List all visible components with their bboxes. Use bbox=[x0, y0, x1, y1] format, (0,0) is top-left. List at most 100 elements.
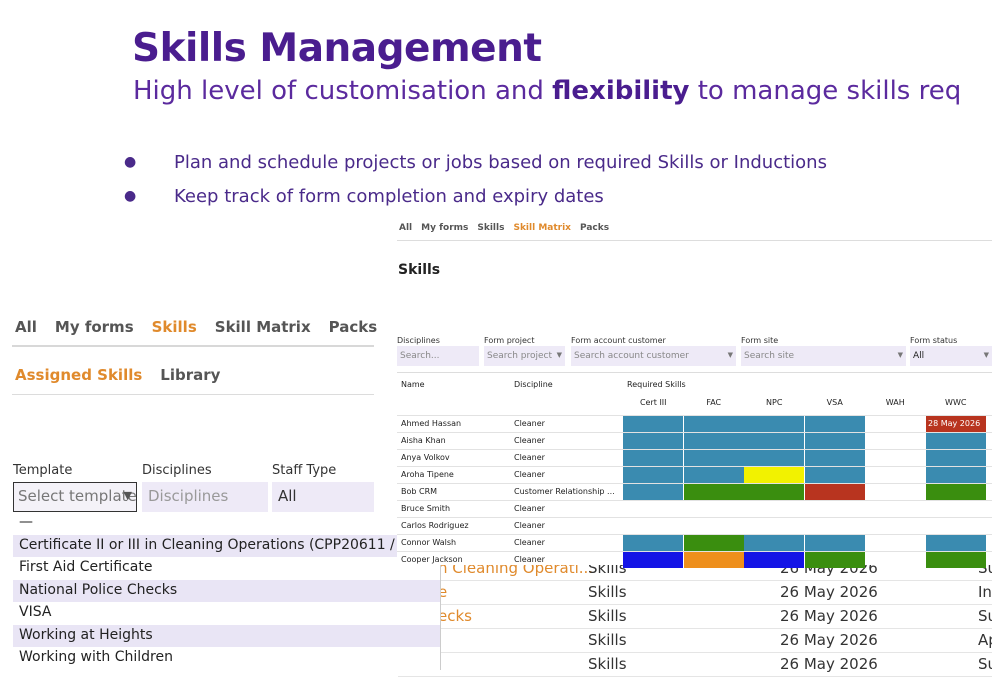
staff-name[interactable]: Aisha Khan bbox=[401, 436, 446, 445]
staff-name[interactable]: Anya Volkov bbox=[401, 453, 450, 462]
staff-name[interactable]: Bob CRM bbox=[401, 487, 438, 496]
dropdown-option[interactable]: First Aid Certificate bbox=[19, 559, 153, 575]
skill-status-cell[interactable] bbox=[684, 467, 744, 483]
skill-status-cell[interactable] bbox=[926, 467, 986, 483]
customer-select[interactable]: Search account customer ▼ bbox=[571, 346, 736, 366]
skill-status-cell[interactable] bbox=[926, 552, 986, 568]
skill-status-cell[interactable] bbox=[744, 450, 804, 466]
tab-all[interactable]: All bbox=[15, 318, 37, 336]
tab-packs[interactable]: Packs bbox=[328, 318, 378, 336]
table-row[interactable]: e Skills 26 May 2026 In bbox=[398, 581, 992, 605]
skill-column-header: Cert III bbox=[639, 398, 667, 407]
dropdown-option[interactable]: Working at Heights bbox=[13, 624, 440, 647]
skill-status-cell[interactable] bbox=[684, 416, 744, 432]
tab-library[interactable]: Library bbox=[160, 366, 221, 384]
skill-status-cell[interactable] bbox=[744, 467, 804, 483]
discipline-column-header[interactable]: Discipline bbox=[514, 380, 553, 389]
skill-status-cell[interactable] bbox=[926, 535, 986, 551]
matrix-row[interactable]: Carlos Rodriguez Cleaner bbox=[397, 517, 992, 534]
skill-status-cell[interactable] bbox=[623, 416, 683, 432]
template-select[interactable]: Select template ▼ bbox=[13, 482, 137, 512]
status-select[interactable]: All ▼ bbox=[910, 346, 992, 366]
skill-status-cell[interactable] bbox=[684, 535, 744, 551]
staff-discipline: Customer Relationship ... bbox=[514, 487, 615, 496]
skill-status-cell[interactable] bbox=[744, 552, 804, 568]
staff-name[interactable]: Aroha Tipene bbox=[401, 470, 454, 479]
tab-skills[interactable]: Skills bbox=[477, 223, 505, 233]
skill-status-cell[interactable]: 28 May 2026 bbox=[926, 416, 986, 432]
skill-status-cell[interactable] bbox=[744, 484, 804, 500]
skill-status-cell[interactable] bbox=[744, 535, 804, 551]
matrix-row[interactable]: Aroha Tipene Cleaner bbox=[397, 466, 992, 483]
matrix-row[interactable]: Bob CRM Customer Relationship ... bbox=[397, 483, 992, 500]
tab-assigned-skills[interactable]: Assigned Skills bbox=[15, 366, 143, 384]
staff-name[interactable]: Cooper Jackson bbox=[401, 555, 463, 564]
disciplines-label: Disciplines bbox=[142, 463, 212, 478]
skill-status-cell[interactable] bbox=[623, 484, 683, 500]
staff-name[interactable]: Bruce Smith bbox=[401, 504, 451, 513]
tab-skills[interactable]: Skills bbox=[151, 318, 197, 336]
staff-name[interactable]: Ahmed Hassan bbox=[401, 419, 462, 428]
skill-status-cell[interactable] bbox=[805, 535, 865, 551]
skill-status-cell[interactable] bbox=[623, 450, 683, 466]
skill-status-cell[interactable] bbox=[805, 416, 865, 432]
name-column-header[interactable]: Name bbox=[401, 380, 425, 389]
skill-status-cell[interactable] bbox=[744, 433, 804, 449]
matrix-row[interactable]: Aisha Khan Cleaner bbox=[397, 432, 992, 449]
tab-skill-matrix[interactable]: Skill Matrix bbox=[513, 223, 571, 233]
staff-type-select[interactable]: All bbox=[272, 482, 374, 512]
staff-name[interactable]: Carlos Rodriguez bbox=[401, 521, 469, 530]
required-skills-header: Required Skills bbox=[627, 380, 686, 389]
tab-my-forms[interactable]: My forms bbox=[54, 318, 134, 336]
matrix-row[interactable]: Cooper Jackson Cleaner bbox=[397, 551, 992, 568]
skill-status-cell[interactable] bbox=[805, 450, 865, 466]
skill-status-cell[interactable] bbox=[926, 433, 986, 449]
skill-status-cell[interactable] bbox=[805, 552, 865, 568]
skill-status-cell[interactable] bbox=[684, 450, 744, 466]
disciplines-input[interactable]: Disciplines bbox=[142, 482, 268, 512]
dropdown-option[interactable]: Certificate II or III in Cleaning Operat… bbox=[13, 534, 440, 557]
matrix-row[interactable]: Ahmed Hassan Cleaner 28 May 2026 bbox=[397, 415, 992, 432]
skill-status-cell[interactable] bbox=[623, 433, 683, 449]
skill-status-cell[interactable] bbox=[623, 467, 683, 483]
disciplines-search-input[interactable]: Search... bbox=[397, 346, 479, 366]
skill-status-cell[interactable] bbox=[805, 433, 865, 449]
skill-status-cell[interactable] bbox=[744, 416, 804, 432]
dropdown-option[interactable]: National Police Checks bbox=[13, 579, 440, 602]
chevron-down-icon: ▼ bbox=[897, 351, 903, 359]
forms-tabs: All My forms Skills Skill Matrix Packs bbox=[15, 318, 395, 336]
tab-my-forms[interactable]: My forms bbox=[421, 223, 469, 233]
skill-column-header: FAC bbox=[706, 398, 722, 407]
chevron-down-icon: ▼ bbox=[556, 351, 562, 359]
skill-column-header: WAH bbox=[885, 398, 905, 407]
matrix-row[interactable]: Bruce Smith Cleaner bbox=[397, 500, 992, 517]
dropdown-option[interactable]: VISA bbox=[19, 604, 52, 620]
tab-all[interactable]: All bbox=[399, 223, 413, 233]
skill-status-cell[interactable] bbox=[805, 484, 865, 500]
tab-packs[interactable]: Packs bbox=[579, 223, 610, 233]
skill-status-cell[interactable] bbox=[684, 433, 744, 449]
skill-status-cell[interactable] bbox=[805, 467, 865, 483]
matrix-tabs: All My forms Skills Skill Matrix Packs bbox=[399, 223, 618, 233]
skill-column-header: NPC bbox=[766, 398, 783, 407]
skill-status-cell[interactable] bbox=[623, 535, 683, 551]
skill-status-cell[interactable] bbox=[926, 450, 986, 466]
matrix-row[interactable]: Anya Volkov Cleaner bbox=[397, 449, 992, 466]
dropdown-option[interactable]: — bbox=[19, 514, 33, 530]
skill-columns-header: Cert III FAC NPC VSA WAH WWC bbox=[623, 398, 986, 412]
matrix-row[interactable]: Connor Walsh Cleaner bbox=[397, 534, 992, 551]
project-select[interactable]: Search project ▼ bbox=[484, 346, 565, 366]
skill-status-cell[interactable] bbox=[926, 484, 986, 500]
staff-name[interactable]: Connor Walsh bbox=[401, 538, 457, 547]
skill-status-cell[interactable] bbox=[684, 484, 744, 500]
bullet-dot-icon: ● bbox=[124, 188, 137, 204]
skill-status-cell[interactable] bbox=[684, 552, 744, 568]
site-select[interactable]: Search site ▼ bbox=[741, 346, 906, 366]
dropdown-option[interactable]: Working with Children bbox=[19, 649, 173, 665]
skill-status-cell[interactable] bbox=[623, 552, 683, 568]
tab-skill-matrix[interactable]: Skill Matrix bbox=[214, 318, 311, 336]
